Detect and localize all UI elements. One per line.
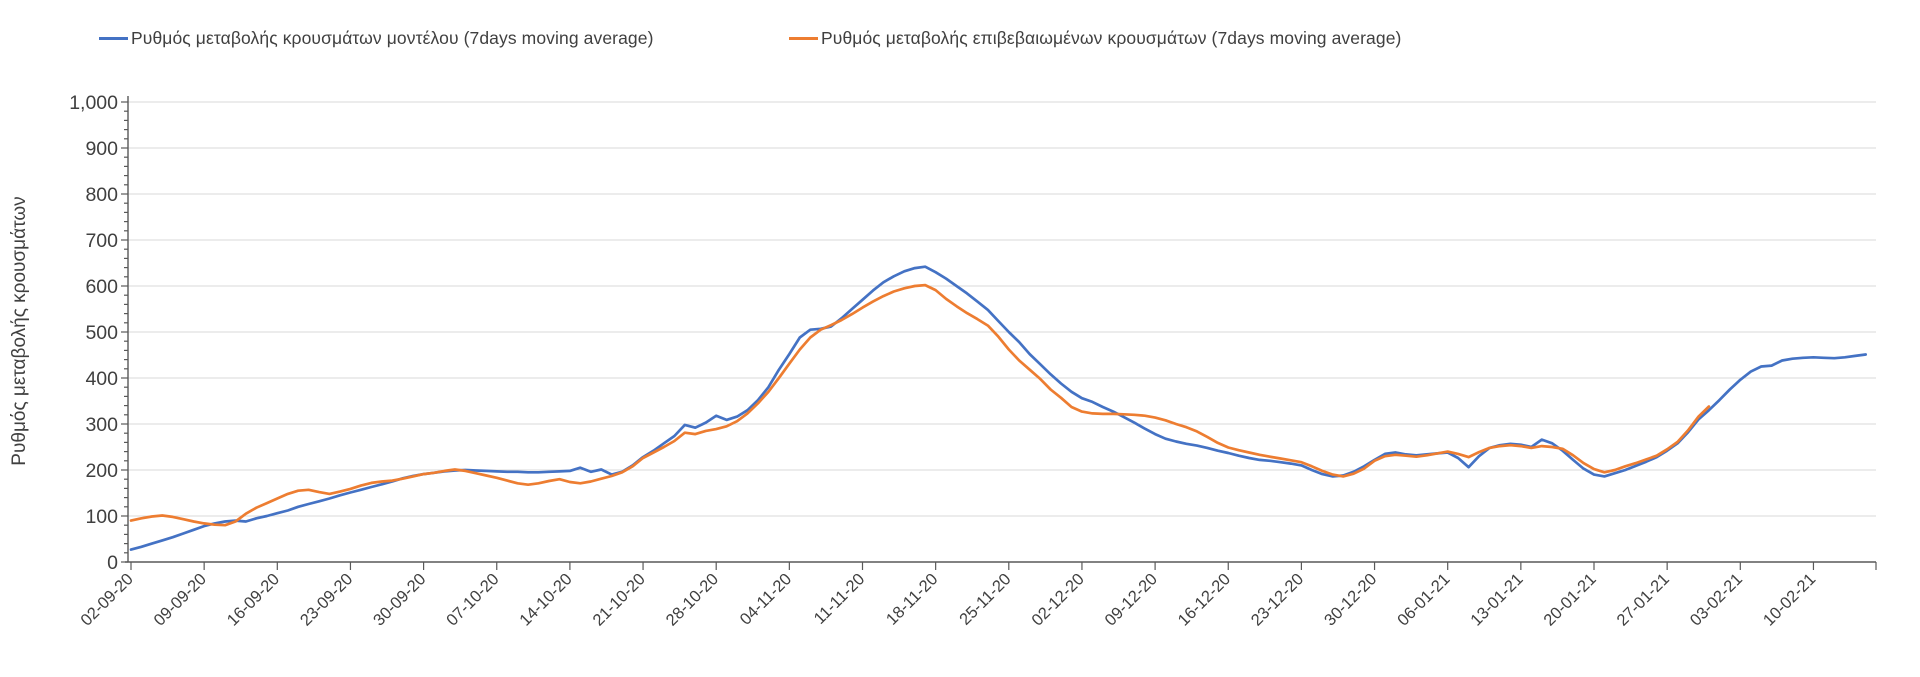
x-tick-label: 03-02-21 (1687, 570, 1746, 629)
x-tick-label: 20-01-21 (1540, 570, 1599, 629)
legend-entry-confirmed: Ρυθμός μεταβολής επιβεβαιωμένων κρουσμάτ… (789, 26, 1401, 50)
y-tick-label: 600 (85, 276, 118, 298)
y-tick-label: 100 (85, 506, 118, 528)
x-tick-label: 18-11-20 (883, 570, 942, 629)
x-tick-label: 07-10-20 (443, 570, 502, 629)
y-tick-label: 700 (85, 230, 118, 252)
x-tick-label: 16-12-20 (1175, 570, 1234, 629)
x-tick-label: 25-11-20 (956, 570, 1015, 629)
legend-entry-model: Ρυθμός μεταβολής κρουσμάτων μοντέλου (7d… (99, 26, 654, 50)
x-tick-label: 04-11-20 (737, 570, 796, 629)
x-tick-label: 10-02-21 (1760, 570, 1819, 629)
y-tick-label: 400 (85, 368, 118, 390)
y-tick-label: 800 (85, 184, 118, 206)
x-tick-label: 13-01-21 (1467, 570, 1526, 629)
y-axis-title: Ρυθμός μεταβολής κρουσμάτων (9, 196, 30, 466)
legend-label-model: Ρυθμός μεταβολής κρουσμάτων μοντέλου (7d… (131, 27, 654, 48)
x-tick-label: 16-09-20 (224, 570, 283, 629)
y-tick-label: 200 (85, 460, 118, 482)
series-line-model (129, 265, 1868, 551)
x-tick-label: 30-09-20 (370, 570, 429, 629)
x-tick-label: 09-09-20 (151, 570, 210, 629)
x-tick-label: 27-01-21 (1614, 570, 1673, 629)
x-tick-label: 02-09-20 (77, 570, 136, 629)
series-line-confirmed (129, 283, 1711, 527)
x-tick-label: 02-12-20 (1028, 570, 1087, 629)
y-tick-label: 1,000 (69, 92, 118, 114)
x-tick-label: 23-09-20 (297, 570, 356, 629)
x-tick-label: 14-10-20 (516, 570, 575, 629)
x-tick-label: 09-12-20 (1101, 570, 1160, 629)
x-tick-label: 23-12-20 (1248, 570, 1307, 629)
y-tick-label: 500 (85, 322, 118, 344)
y-tick-label: 0 (107, 552, 118, 574)
x-tick-label: 28-10-20 (663, 570, 722, 629)
confirmed-line-swatch (789, 36, 818, 40)
model-line-swatch (99, 36, 128, 40)
x-tick-label: 21-10-20 (589, 570, 648, 629)
x-tick-label: 06-01-21 (1394, 570, 1453, 629)
legend-label-confirmed: Ρυθμός μεταβολής επιβεβαιωμένων κρουσμάτ… (821, 27, 1402, 48)
chart-legend: Ρυθμός μεταβολής κρουσμάτων μοντέλου (7d… (0, 26, 1920, 50)
x-tick-label: 11-11-20 (811, 570, 869, 628)
x-tick-label: 30-12-20 (1321, 570, 1380, 629)
y-tick-label: 300 (85, 414, 118, 436)
y-tick-label: 900 (85, 138, 118, 160)
